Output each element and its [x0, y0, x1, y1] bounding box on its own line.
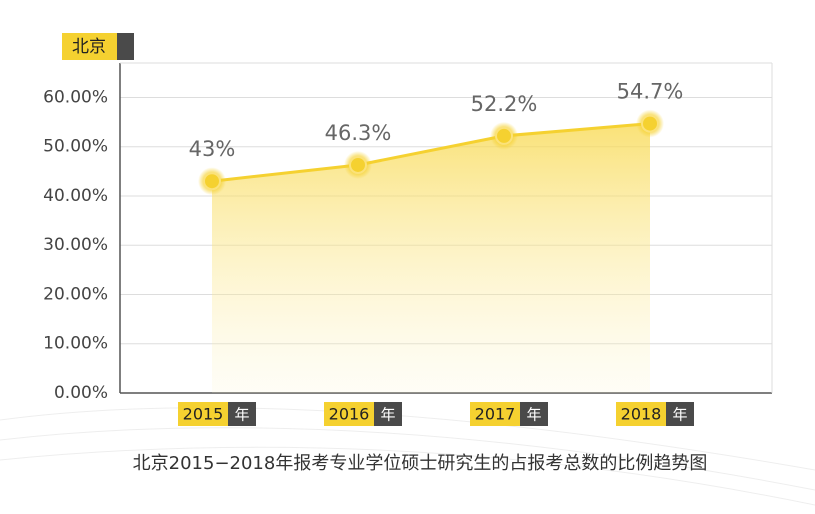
x-tick-label: 2015	[183, 405, 224, 424]
x-tick-box	[178, 402, 228, 426]
x-tick-box-dark	[374, 402, 402, 426]
x-tick-box	[324, 402, 374, 426]
y-axis-label: 北京	[72, 37, 106, 57]
y-tick-label: 40.00%	[43, 186, 108, 206]
y-tick-label: 10.00%	[43, 334, 108, 354]
x-tick-label: 2018	[621, 405, 662, 424]
x-tick-label: 2017	[475, 405, 516, 424]
x-tick-box-dark	[666, 402, 694, 426]
x-tick-box	[616, 402, 666, 426]
area	[212, 123, 650, 393]
y-tick-label: 30.00%	[43, 235, 108, 255]
x-tick-label: 2016	[329, 405, 370, 424]
y-tick-label: 20.00%	[43, 284, 108, 304]
y-label-box	[62, 33, 117, 60]
x-tick-box	[470, 402, 520, 426]
line	[211, 122, 651, 183]
x-tick-box-dark	[520, 402, 548, 426]
y-tick-label: 50.00%	[43, 137, 108, 157]
y-tick-label: 0.00%	[54, 383, 108, 403]
point	[495, 126, 513, 145]
x-tick-suffix: 年	[672, 406, 687, 424]
x-tick-suffix: 年	[380, 406, 395, 424]
x-tick-suffix: 年	[234, 406, 249, 424]
data-label: 43%	[189, 137, 236, 161]
y-label-box-dark	[117, 33, 134, 60]
chart-title: 北京2015−2018年报考专业学位硕士研究生的占报考总数的比例趋势图	[133, 453, 708, 474]
x-tick-suffix: 年	[526, 406, 541, 424]
data-label: 54.7%	[617, 80, 684, 104]
point	[641, 114, 659, 133]
data-label: 52.2%	[471, 92, 538, 116]
point	[203, 172, 221, 191]
y-tick-label: 60.00%	[43, 87, 108, 107]
x-tick-box-dark	[228, 402, 256, 426]
point	[349, 155, 367, 174]
data-label: 46.3%	[325, 121, 392, 145]
